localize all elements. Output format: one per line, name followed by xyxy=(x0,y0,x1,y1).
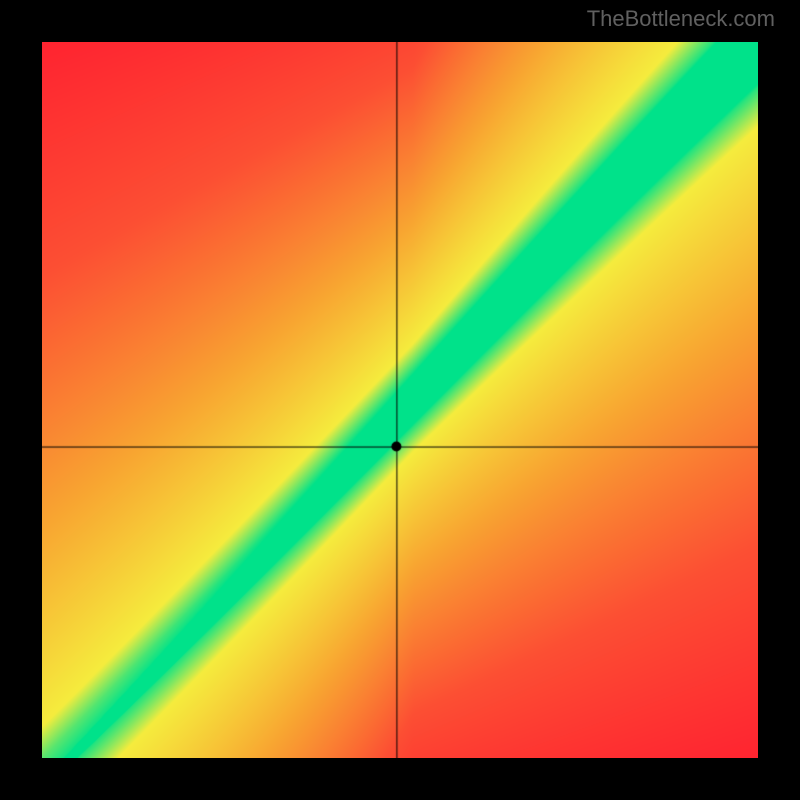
bottleneck-heatmap xyxy=(42,42,758,758)
heatmap-canvas xyxy=(42,42,758,758)
watermark-text: TheBottleneck.com xyxy=(587,6,775,32)
